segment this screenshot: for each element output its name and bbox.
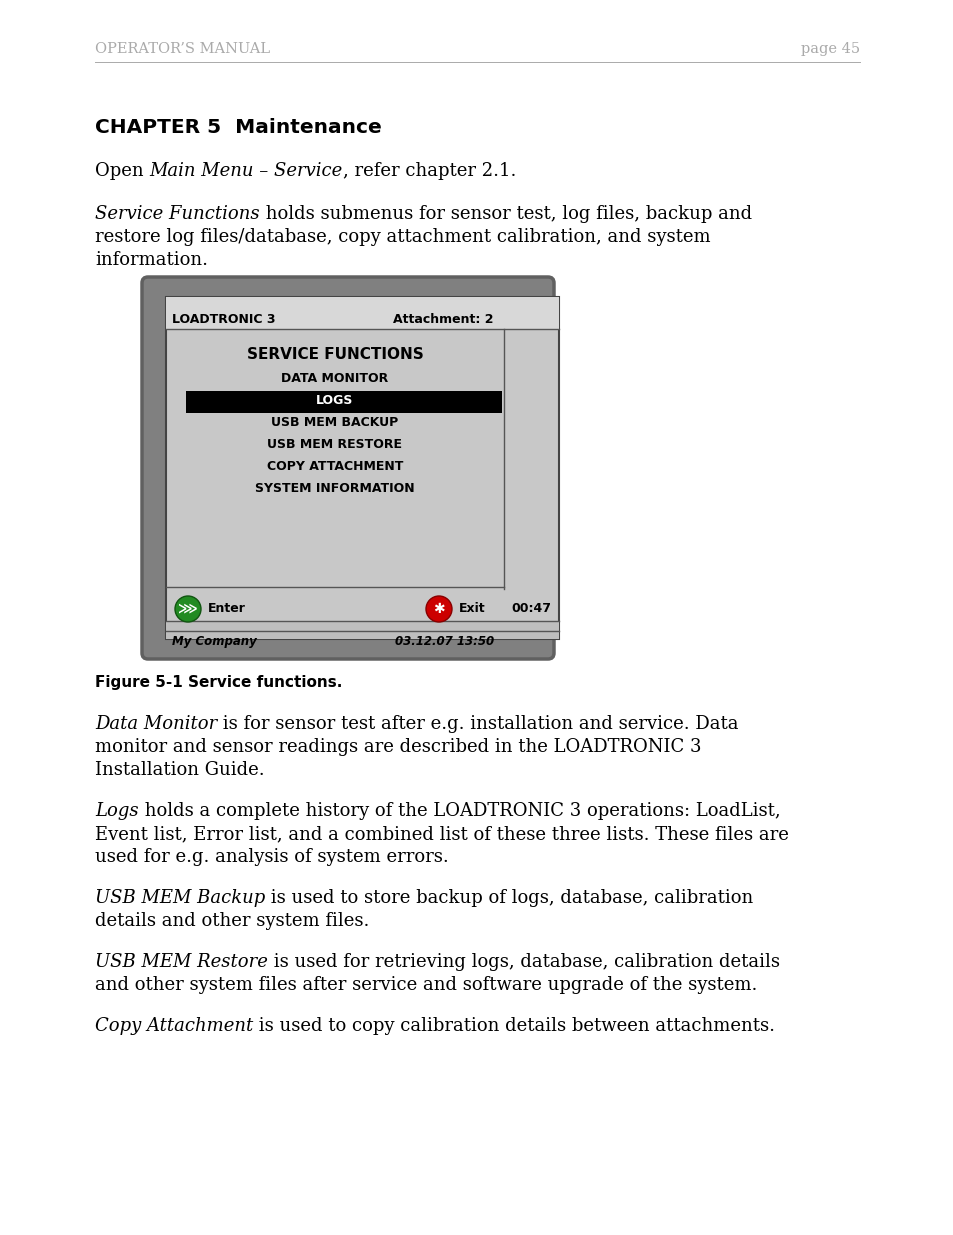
Text: My Company: My Company	[172, 635, 256, 648]
Text: restore log files/database, copy attachment calibration, and system: restore log files/database, copy attachm…	[95, 228, 710, 246]
Circle shape	[426, 597, 452, 622]
Text: and other system files after service and software upgrade of the system.: and other system files after service and…	[95, 976, 757, 994]
Text: USB MEM Backup: USB MEM Backup	[95, 889, 265, 906]
Text: Main Menu – Service: Main Menu – Service	[150, 162, 342, 180]
Text: details and other system files.: details and other system files.	[95, 911, 369, 930]
Text: Logs: Logs	[95, 802, 138, 820]
Text: 03.12.07 13:50: 03.12.07 13:50	[395, 635, 494, 648]
Text: Event list, Error list, and a combined list of these three lists. These files ar: Event list, Error list, and a combined l…	[95, 825, 788, 844]
Text: Attachment: 2: Attachment: 2	[393, 312, 494, 326]
Text: LOGS: LOGS	[316, 394, 354, 408]
Text: USB MEM Restore: USB MEM Restore	[95, 953, 268, 971]
Text: is used to store backup of logs, database, calibration: is used to store backup of logs, databas…	[265, 889, 753, 906]
Bar	[186, 391, 501, 412]
Bar	[166, 296, 558, 329]
Bar	[166, 621, 558, 638]
Text: SYSTEM INFORMATION: SYSTEM INFORMATION	[254, 482, 415, 495]
Text: ✱: ✱	[433, 601, 444, 616]
FancyBboxPatch shape	[142, 277, 554, 659]
Text: USB MEM RESTORE: USB MEM RESTORE	[267, 438, 402, 451]
Text: ⋙: ⋙	[178, 601, 197, 616]
Text: , refer chapter 2.1.: , refer chapter 2.1.	[342, 162, 516, 180]
Text: Data Monitor: Data Monitor	[95, 715, 217, 734]
Text: holds submenus for sensor test, log files, backup and: holds submenus for sensor test, log file…	[259, 205, 751, 224]
Text: LOADTRONIC 3: LOADTRONIC 3	[172, 312, 275, 326]
Text: OPERATOR’S MANUAL: OPERATOR’S MANUAL	[95, 42, 270, 56]
Text: Service Functions: Service Functions	[95, 205, 259, 224]
Text: SERVICE FUNCTIONS: SERVICE FUNCTIONS	[247, 347, 423, 362]
Text: Exit: Exit	[458, 601, 485, 615]
Text: is used for retrieving logs, database, calibration details: is used for retrieving logs, database, c…	[268, 953, 779, 971]
Text: Open: Open	[95, 162, 150, 180]
Text: CHAPTER 5  Maintenance: CHAPTER 5 Maintenance	[95, 119, 381, 137]
Text: Installation Guide.: Installation Guide.	[95, 761, 264, 779]
Text: Enter: Enter	[208, 601, 246, 615]
Text: monitor and sensor readings are described in the LOADTRONIC 3: monitor and sensor readings are describe…	[95, 739, 700, 756]
Text: Copy Attachment: Copy Attachment	[95, 1016, 253, 1035]
Text: DATA MONITOR: DATA MONITOR	[281, 372, 388, 385]
Text: COPY ATTACHMENT: COPY ATTACHMENT	[267, 459, 403, 473]
Text: USB MEM BACKUP: USB MEM BACKUP	[271, 416, 398, 429]
Text: is for sensor test after e.g. installation and service. Data: is for sensor test after e.g. installati…	[217, 715, 738, 734]
Text: is used to copy calibration details between attachments.: is used to copy calibration details betw…	[253, 1016, 775, 1035]
Bar	[166, 296, 558, 638]
Text: holds a complete history of the LOADTRONIC 3 operations: LoadList,: holds a complete history of the LOADTRON…	[138, 802, 780, 820]
Text: page 45: page 45	[800, 42, 859, 56]
Text: Figure 5-1 Service functions.: Figure 5-1 Service functions.	[95, 676, 342, 690]
Text: used for e.g. analysis of system errors.: used for e.g. analysis of system errors.	[95, 848, 448, 866]
Text: information.: information.	[95, 251, 208, 269]
Circle shape	[174, 597, 201, 622]
Text: 00:47: 00:47	[511, 603, 551, 615]
